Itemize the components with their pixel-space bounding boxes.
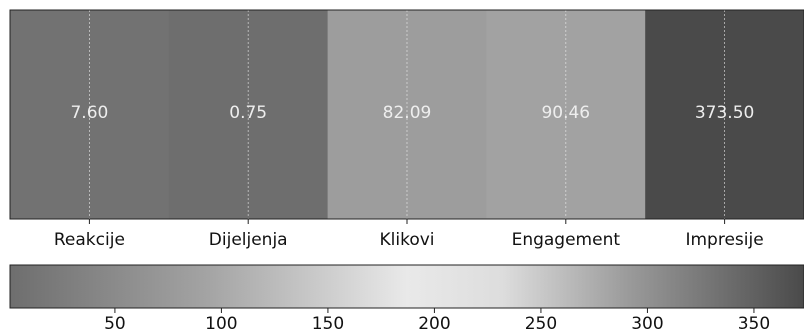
colorbar [9, 264, 804, 309]
x-tick-label-1: Dijeljenja [209, 230, 288, 250]
colorbar-tick-label-0: 50 [104, 314, 126, 334]
value-label-4: 373.50 [695, 103, 754, 123]
colorbar-tick-label-3: 200 [418, 314, 450, 334]
colorbar-tick-label-1: 100 [205, 314, 237, 334]
value-label-2: 82.09 [383, 103, 432, 123]
colorbar-tick-label-6: 350 [738, 314, 770, 334]
x-tick-label-0: Reakcije [54, 230, 125, 250]
x-tick-label-3: Engagement [512, 230, 621, 250]
grid-lines [89, 10, 725, 219]
value-label-1: 0.75 [229, 103, 267, 123]
value-label-0: 7.60 [70, 103, 108, 123]
value-label-3: 90.46 [541, 103, 590, 123]
colorbar-tick-label-2: 150 [312, 314, 344, 334]
x-tick-label-2: Klikovi [379, 230, 434, 250]
x-tick-label-4: Impresije [685, 230, 763, 250]
colorbar-ticks: 50 100 150 200 250 300 350 [104, 308, 770, 334]
colorbar-tick-label-5: 300 [631, 314, 663, 334]
colorbar-tick-label-4: 250 [525, 314, 557, 334]
category-tick-labels: Reakcije Dijeljenja Klikovi Engagement Impre… [54, 219, 764, 250]
value-labels: 7.60 0.75 82.09 90.46 373.50 [70, 103, 754, 123]
